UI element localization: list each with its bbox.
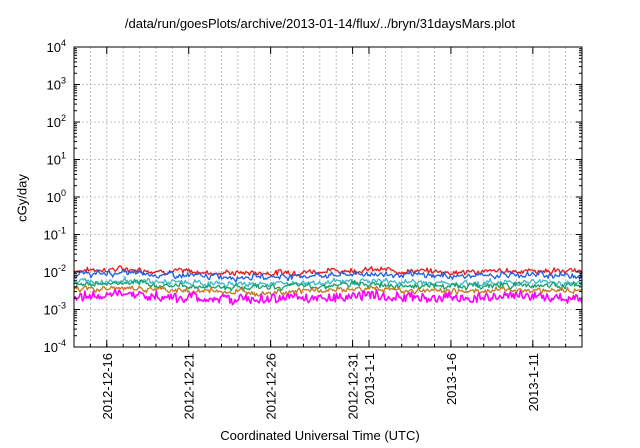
y-tick-label: 101 xyxy=(47,151,66,168)
y-tick-label: 10-2 xyxy=(44,263,66,280)
x-axis-label: Coordinated Universal Time (UTC) xyxy=(220,428,420,443)
series-line xyxy=(73,285,583,297)
x-tick-label: 2013-1-1 xyxy=(362,353,377,405)
series-layer xyxy=(73,265,583,306)
y-tick-label: 104 xyxy=(47,38,66,55)
series-line xyxy=(73,276,583,289)
series-line xyxy=(73,288,583,306)
y-axis: 10-4 10-3 10-2 10-1 100 101 102 103 104 xyxy=(44,38,582,355)
chart-title: /data/run/goesPlots/archive/2013-01-14/f… xyxy=(124,16,516,31)
y-tick-label: 102 xyxy=(47,113,66,130)
x-tick-label: 2012-12-16 xyxy=(100,353,115,420)
y-tick-label: 10-4 xyxy=(44,338,66,355)
x-tick-label: 2013-1-11 xyxy=(526,353,541,411)
x-tick-label: 2012-12-26 xyxy=(264,353,279,420)
y-tick-label: 10-1 xyxy=(44,226,66,243)
x-tick-label: 2013-1-6 xyxy=(444,353,459,405)
series-line xyxy=(73,269,583,283)
y-tick-label: 10-3 xyxy=(44,301,66,318)
y-tick-label: 103 xyxy=(47,76,66,93)
y-tick-label: 100 xyxy=(47,188,66,205)
grid xyxy=(74,47,582,347)
x-tick-label: 2012-12-21 xyxy=(182,353,197,420)
x-tick-label: 2012-12-31 xyxy=(346,353,361,420)
x-axis: 2012-12-16 2012-12-21 2012-12-26 2012-12-31… xyxy=(89,47,567,420)
series-line xyxy=(73,265,583,277)
